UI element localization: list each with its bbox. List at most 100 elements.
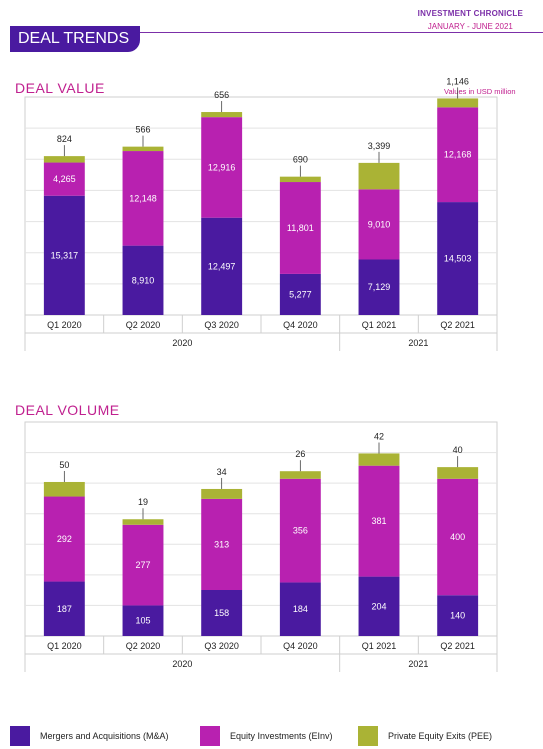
deal-value-plot-frame [24,96,498,316]
legend-label-ma: Mergers and Acquisitions (M&A) [40,731,169,741]
deal-value-x-tick-label: Q2 2021 [440,320,475,330]
deal-volume-group-label: 2020 [172,659,192,669]
deal-value-label-ma: 8,910 [132,275,155,285]
publication-period: JANUARY - JUNE 2021 [427,22,513,31]
deal-value-x-tick-label: Q1 2020 [47,320,82,330]
deal-volume-label-ma: 140 [450,611,465,621]
deal-value-label-einv: 12,148 [129,193,157,203]
deal-value-label-einv: 4,265 [53,174,76,184]
legend-swatch-pee [358,726,378,746]
deal-value-bar-pee [279,176,321,183]
deal-volume-bar-pee [201,488,243,499]
deal-value-bar-einv [437,107,479,203]
deal-volume-label-einv: 381 [371,516,386,526]
deal-volume-label-einv: 400 [450,532,465,542]
deal-volume-label-pee: 40 [453,445,463,455]
deal-volume-bar-einv [43,496,85,582]
deal-value-bar-einv [279,182,321,274]
deal-volume-x-tick-label: Q2 2020 [126,641,161,651]
deal-value-group-label: 2020 [172,338,192,348]
deal-value-bar-einv [201,117,243,218]
deal-value-bar-pee [201,112,243,118]
publication-title: INVESTMENT CHRONICLE [417,9,523,18]
deal-value-label-ma: 5,277 [289,289,312,299]
deal-value-label-ma: 12,497 [208,261,236,271]
deal-volume-label-pee: 42 [374,431,384,441]
deal-volume-bar-pee [43,481,85,497]
deal-value-label-ma: 15,317 [51,250,79,260]
deal-volume-label-einv: 277 [135,560,150,570]
deal-value-bar-ma [122,245,164,315]
deal-value-unit-note: Values in USD million [444,87,516,96]
deal-volume-bar-einv [201,498,243,590]
deal-volume-label-pee: 34 [217,467,227,477]
deal-volume-bar-ma [437,595,479,636]
deal-value-label-pee: 566 [135,125,150,135]
deal-volume-label-einv: 313 [214,539,229,549]
deal-value-label-einv: 11,801 [287,223,314,233]
deal-volume-x-tick-label: Q4 2020 [283,641,318,651]
legend-swatch-einv [200,726,220,746]
deal-value-bar-pee [122,146,164,152]
deal-value-bar-einv [358,189,400,260]
deal-value-x-tick-label: Q1 2021 [362,320,397,330]
deal-volume-label-ma: 184 [293,604,308,614]
deal-value-x-tick-label: Q3 2020 [204,320,239,330]
deal-value-bar-ma [358,259,400,315]
deal-volume-bar-ma [201,589,243,636]
deal-volume-label-ma: 105 [135,616,150,626]
deal-volume-label-ma: 158 [214,608,229,618]
legend-item-ma: Mergers and Acquisitions (M&A) [10,726,169,746]
deal-volume-bar-einv [279,478,321,583]
deal-value-x-tick-label: Q4 2020 [283,320,318,330]
deal-value-bar-ma [43,195,85,315]
deal-volume-bar-einv [358,465,400,577]
deal-volume-bar-ma [122,605,164,636]
deal-value-label-pee: 1,146 [446,76,469,86]
deal-volume-label-pee: 50 [59,460,69,470]
deal-volume-bar-pee [279,471,321,479]
deal-volume-bar-ma [279,582,321,636]
deal-volume-bar-pee [358,453,400,466]
deal-value-group-label: 2021 [408,338,428,348]
deal-value-label-ma: 14,503 [444,254,472,264]
legend-label-einv: Equity Investments (EInv) [230,731,333,741]
deal-volume-label-pee: 26 [295,449,305,459]
deal-volume-x-tick-label: Q1 2021 [362,641,397,651]
deal-value-label-einv: 9,010 [368,219,391,229]
deal-volume-bar-ma [358,576,400,636]
deal-value-bar-einv [122,151,164,246]
deal-volume-group-label: 2021 [408,659,428,669]
deal-value-x-tick-label: Q2 2020 [126,320,161,330]
section-banner: DEAL TRENDS [10,26,140,52]
deal-value-bar-ma [437,202,479,315]
deal-value-bar-pee [358,162,400,190]
deal-value-label-einv: 12,916 [208,162,236,172]
deal-volume-bar-pee [437,467,479,479]
deal-volume-bar-ma [43,581,85,636]
deal-value-bar-ma [279,273,321,315]
deal-value-bar-ma [201,217,243,315]
deal-value-bar-einv [43,162,85,196]
deal-volume-label-ma: 204 [371,601,386,611]
deal-value-bar-pee [43,156,85,163]
deal-value-label-pee: 690 [293,155,308,165]
deal-volume-bar-einv [122,524,164,606]
legend-swatch-ma [10,726,30,746]
deal-volume-bar-pee [122,519,164,525]
deal-volume-x-tick-label: Q2 2021 [440,641,475,651]
header-rule [138,32,543,33]
deal-volume-plot-frame [24,421,498,637]
deal-value-label-pee: 656 [214,90,229,100]
legend: Mergers and Acquisitions (M&A) Equity In… [0,726,543,746]
deal-volume-label-einv: 356 [293,526,308,536]
deal-volume-label-ma: 187 [57,604,72,614]
deal-volume-x-tick-label: Q1 2020 [47,641,82,651]
deal-volume-title: DEAL VOLUME [15,402,120,418]
deal-value-title: DEAL VALUE [15,80,105,96]
deal-volume-x-tick-label: Q3 2020 [204,641,239,651]
deal-value-label-pee: 824 [57,134,72,144]
legend-item-pee: Private Equity Exits (PEE) [358,726,492,746]
deal-volume-label-pee: 19 [138,497,148,507]
deal-value-bar-pee [437,98,479,108]
